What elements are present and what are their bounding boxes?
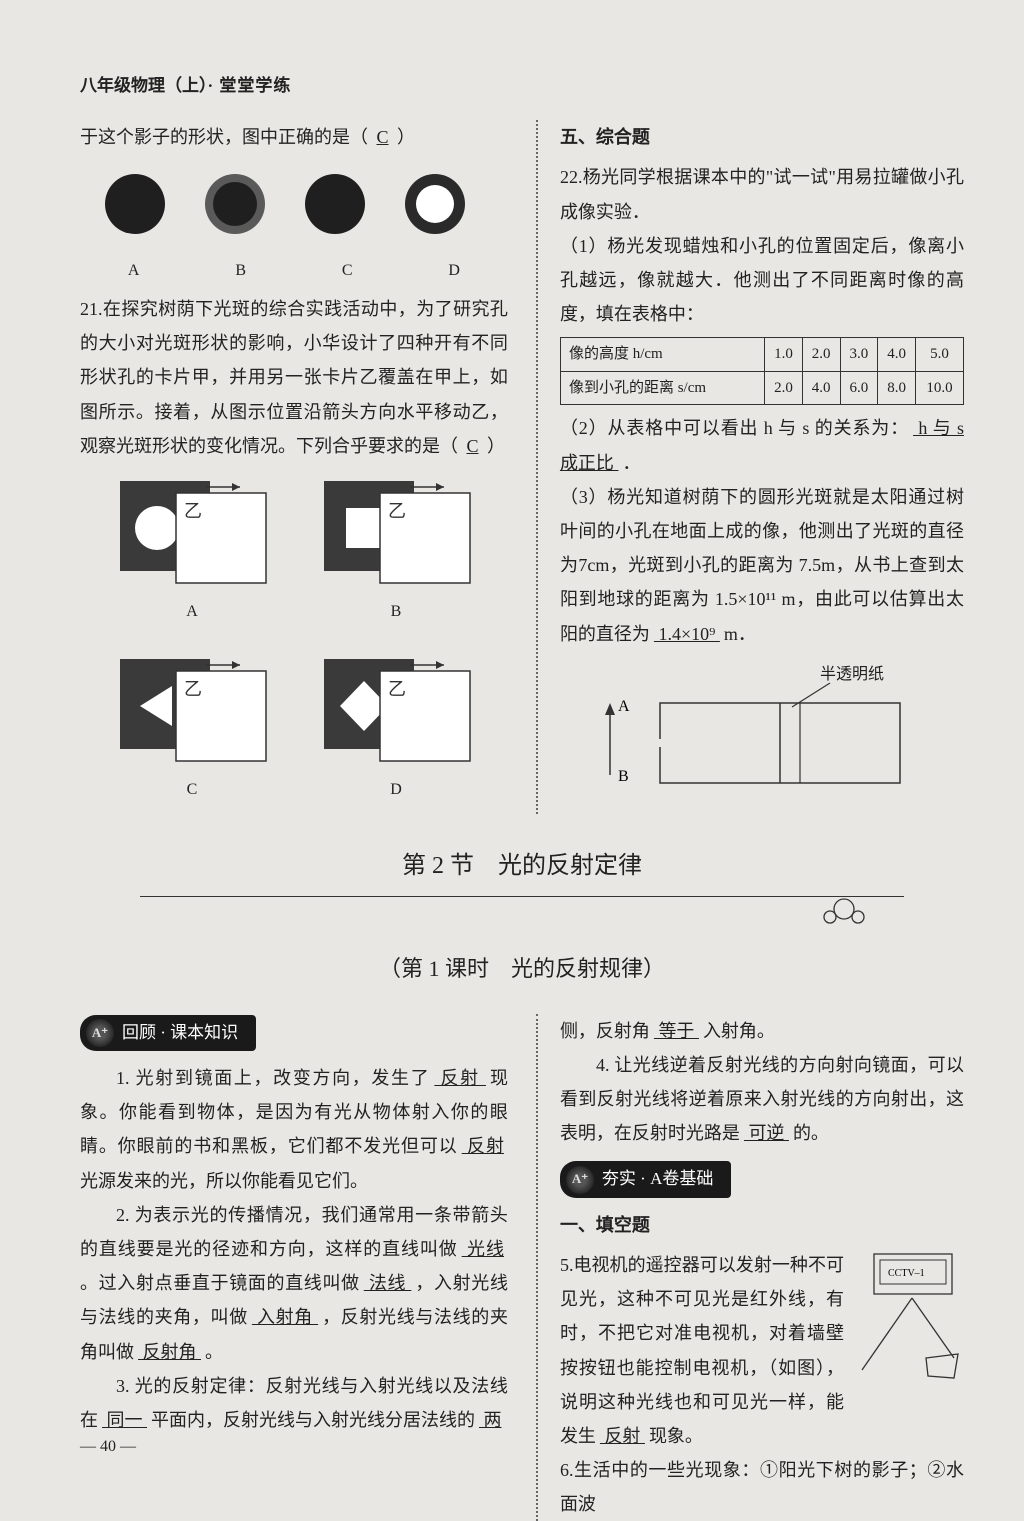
- q20-label-b: B: [235, 256, 246, 286]
- review-p3: 3. 光的反射定律：反射光线与入射光线以及法线在 同一 平面内，反射光线与入射光…: [80, 1369, 508, 1437]
- section2-subtitle: （第 1 课时 光的反射规律）: [80, 948, 964, 990]
- q21-text: 21.在探究树荫下光斑的综合实践活动中，为了研究孔的大小对光斑形状的影响，小华设…: [80, 292, 508, 463]
- svg-text:乙: 乙: [388, 679, 406, 699]
- q22-part3-answer: 1.4×10⁹: [650, 624, 724, 644]
- q22-part3: （3）杨光知道树荫下的圆形光斑就是太阳通过树叶间的小孔在地面上成的像，他测出了光…: [560, 480, 964, 651]
- section2-heading: 第 2 节 光的反射定律: [80, 844, 964, 897]
- review-column: 回顾 · 课本知识 1. 光射到镜面上，改变方向，发生了 反射 现象。你能看到物…: [80, 1014, 508, 1521]
- q21-num: 21.: [80, 299, 103, 319]
- table-row: 像到小孔的距离 s/cm 2.0 4.0 6.0 8.0 10.0: [560, 371, 963, 405]
- series-label: · 堂堂学练: [208, 76, 292, 95]
- q20-label-d: D: [448, 256, 460, 286]
- svg-text:乙: 乙: [388, 501, 406, 521]
- table-row: 像的高度 h/cm 1.0 2.0 3.0 4.0 5.0: [560, 338, 963, 372]
- apaper-column: 侧，反射角 等于 入射角。 4. 让光线逆着反射光线的方向射向镜面，可以看到反射…: [536, 1014, 964, 1521]
- q21-figures: 乙 A 乙 B: [80, 473, 508, 806]
- q21-fig-c: 乙 C: [102, 651, 282, 805]
- pinhole-figure: 半透明纸 A B: [560, 663, 964, 814]
- review-p4: 4. 让光线逆着反射光线的方向射向镜面，可以看到反射光线将逆着原来入射光线的方向…: [560, 1048, 964, 1151]
- bottom-block: 回顾 · 课本知识 1. 光射到镜面上，改变方向，发生了 反射 现象。你能看到物…: [80, 1014, 964, 1521]
- fig-a-label: A: [618, 698, 630, 715]
- q20-label-c: C: [342, 256, 353, 286]
- q5: CCTV–1 5.电视机的遥控器可以发射一种不可见光，这种不可见光是红外线，有时…: [560, 1248, 964, 1453]
- svg-text:乙: 乙: [184, 501, 202, 521]
- q20-answer: C: [373, 127, 393, 147]
- q21-answer: C: [463, 436, 483, 456]
- q22-part1: （1）杨光发现蜡烛和小孔的位置固定后，像离小孔越远，像就越大．他测出了不同距离时…: [560, 229, 964, 332]
- tv-screen-label: CCTV–1: [888, 1268, 925, 1279]
- left-column: 于这个影子的形状，图中正确的是（ C ） A B C D: [80, 120, 508, 814]
- review-p2: 2. 为表示光的传播情况，我们通常用一条带箭头的直线要是光的径迹和方向，这样的直…: [80, 1198, 508, 1369]
- q22-intro: 22.杨光同学根据课本中的"试一试"用易拉罐做小孔成像实验．: [560, 160, 964, 228]
- right-column: 五、综合题 22.杨光同学根据课本中的"试一试"用易拉罐做小孔成像实验． （1）…: [536, 120, 964, 814]
- review-p1: 1. 光射到镜面上，改变方向，发生了 反射 现象。你能看到物体，是因为有光从物体…: [80, 1061, 508, 1198]
- review-cont: 侧，反射角 等于 入射角。: [560, 1014, 964, 1048]
- page-header: 八年级物理（上）· 堂堂学练: [80, 70, 964, 102]
- q21-fig-d: 乙 D: [306, 651, 486, 805]
- q6: 6.生活中的一些光现象：①阳光下树的影子；②水面波: [560, 1453, 964, 1521]
- sect5-title: 五、综合题: [560, 120, 964, 154]
- apaper-badge: 夯实 · A卷基础: [560, 1161, 731, 1197]
- top-block: 于这个影子的形状，图中正确的是（ C ） A B C D: [80, 120, 964, 814]
- svg-text:乙: 乙: [184, 679, 202, 699]
- q22-part2: （2）从表格中可以看出 h 与 s 的关系为： h 与 s 成正比 ．: [560, 411, 964, 479]
- q22-table: 像的高度 h/cm 1.0 2.0 3.0 4.0 5.0 像到小孔的距离 s/…: [560, 337, 964, 405]
- review-badge: 回顾 · 课本知识: [80, 1015, 256, 1051]
- q21-fig-a: 乙 A: [102, 473, 282, 627]
- remote-figure: CCTV–1: [854, 1248, 964, 1388]
- q20-text: 于这个影子的形状，图中正确的是（ C ）: [80, 120, 508, 154]
- fig-trans-label: 半透明纸: [820, 665, 884, 683]
- fillblank-title: 一、填空题: [560, 1208, 964, 1242]
- q20-figures: A B C D: [80, 164, 508, 286]
- page-number: — 40 —: [80, 1432, 136, 1462]
- grade-label: 八年级物理（上）: [80, 76, 208, 95]
- fig-b-label: B: [618, 768, 629, 785]
- q21-fig-b: 乙 B: [306, 473, 486, 627]
- q5-answer: 反射: [596, 1426, 649, 1446]
- q20-label-a: A: [128, 256, 140, 286]
- heading-decoration-icon: [80, 897, 874, 936]
